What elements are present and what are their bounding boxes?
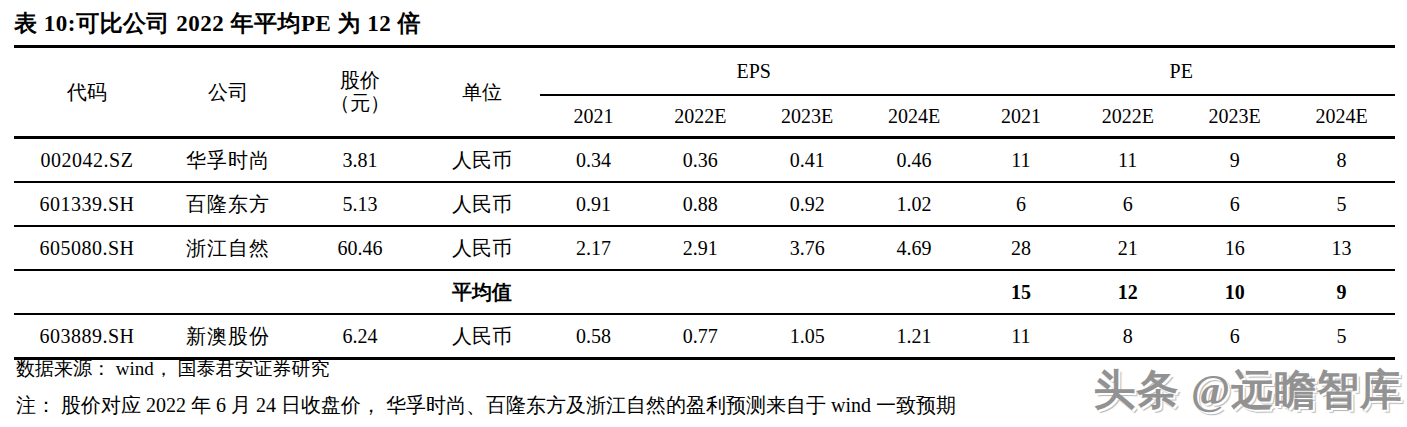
cell-price: 3.81: [296, 138, 424, 183]
cell-pe-2024e: 13: [1288, 226, 1395, 270]
header-price-line1: 股价: [296, 69, 424, 92]
cell-pe-2024e: 5: [1288, 182, 1395, 226]
data-source-note: 数据来源： wind， 国泰君安证券研究: [16, 356, 330, 382]
cell-eps-2022e: [647, 270, 754, 314]
cell-eps-2023e: [754, 270, 861, 314]
header-pe-2021: 2021: [967, 95, 1074, 138]
cell-company: 浙江自然: [160, 226, 296, 270]
cell-eps-2023e: 1.05: [754, 314, 861, 359]
cell-pe-2023e: 10: [1181, 270, 1288, 314]
cell-pe-2023e: 6: [1181, 182, 1288, 226]
header-pe-2023e: 2023E: [1181, 95, 1288, 138]
cell-unit: 人民币: [424, 314, 540, 359]
cell-pe-2023e: 16: [1181, 226, 1288, 270]
cell-price: [296, 270, 424, 314]
header-group-eps: EPS: [540, 47, 968, 96]
cell-pe-2022e: 6: [1074, 182, 1181, 226]
cell-eps-2021: 0.58: [540, 314, 647, 359]
cell-unit: 人民币: [424, 226, 540, 270]
cell-pe-2022e: 11: [1074, 138, 1181, 183]
cell-pe-2022e: 21: [1074, 226, 1181, 270]
table-row-bailong: 601339.SH 百隆东方 5.13 人民币 0.91 0.88 0.92 1…: [14, 182, 1395, 226]
cell-code: 603889.SH: [14, 314, 160, 359]
cell-pe-2022e: 8: [1074, 314, 1181, 359]
cell-eps-2024e: 1.02: [861, 182, 968, 226]
cell-pe-2021: 11: [967, 138, 1074, 183]
cell-pe-2021: 28: [967, 226, 1074, 270]
cell-eps-2024e: 4.69: [861, 226, 968, 270]
cell-eps-2022e: 2.91: [647, 226, 754, 270]
cell-eps-2022e: 0.36: [647, 138, 754, 183]
header-row-groups: 代码 公司 股价 （元） 单位 EPS PE: [14, 47, 1395, 96]
cell-pe-2022e: 12: [1074, 270, 1181, 314]
table-row-xinao: 603889.SH 新澳股份 6.24 人民币 0.58 0.77 1.05 1…: [14, 314, 1395, 359]
cell-eps-2023e: 0.92: [754, 182, 861, 226]
header-eps-2022e: 2022E: [647, 95, 754, 138]
cell-company: 百隆东方: [160, 182, 296, 226]
cell-company: 华孚时尚: [160, 138, 296, 183]
cell-eps-2021: 0.91: [540, 182, 647, 226]
header-price-line2: （元）: [296, 92, 424, 115]
cell-unit: 人民币: [424, 182, 540, 226]
cell-eps-2024e: 1.21: [861, 314, 968, 359]
header-company: 公司: [160, 47, 296, 138]
header-code: 代码: [14, 47, 160, 138]
header-group-pe: PE: [967, 47, 1395, 96]
cell-pe-2021: 6: [967, 182, 1074, 226]
cell-eps-2023e: 0.41: [754, 138, 861, 183]
cell-pe-2021: 11: [967, 314, 1074, 359]
header-eps-2024e: 2024E: [861, 95, 968, 138]
cell-eps-2021: 0.34: [540, 138, 647, 183]
cell-pe-2024e: 5: [1288, 314, 1395, 359]
header-eps-2021: 2021: [540, 95, 647, 138]
table-row-zhejiang: 605080.SH 浙江自然 60.46 人民币 2.17 2.91 3.76 …: [14, 226, 1395, 270]
table-row-huafu: 002042.SZ 华孚时尚 3.81 人民币 0.34 0.36 0.41 0…: [14, 138, 1395, 183]
cell-eps-2021: 2.17: [540, 226, 647, 270]
cell-pe-2023e: 6: [1181, 314, 1288, 359]
header-unit: 单位: [424, 47, 540, 138]
cell-price: 60.46: [296, 226, 424, 270]
report-page: 表 10:可比公司 2022 年平均PE 为 12 倍 代码 公司 股价 （元）…: [0, 0, 1407, 427]
cell-company: [160, 270, 296, 314]
header-price: 股价 （元）: [296, 47, 424, 138]
header-pe-2024e: 2024E: [1288, 95, 1395, 138]
cell-eps-2024e: [861, 270, 968, 314]
cell-eps-2021: [540, 270, 647, 314]
comparable-companies-table: 代码 公司 股价 （元） 单位 EPS PE 2021 2022E 2023E …: [14, 45, 1395, 360]
cell-code: 605080.SH: [14, 226, 160, 270]
cell-pe-2024e: 9: [1288, 270, 1395, 314]
cell-price: 5.13: [296, 182, 424, 226]
table-title: 表 10:可比公司 2022 年平均PE 为 12 倍: [14, 8, 421, 39]
cell-eps-2023e: 3.76: [754, 226, 861, 270]
cell-code: [14, 270, 160, 314]
table-row-average: 平均值 15 12 10 9: [14, 270, 1395, 314]
cell-eps-2024e: 0.46: [861, 138, 968, 183]
average-label: 平均值: [424, 270, 540, 314]
cell-pe-2024e: 8: [1288, 138, 1395, 183]
footnote: 注： 股价对应 2022 年 6 月 24 日收盘价， 华孚时尚、百隆东方及浙江…: [16, 392, 956, 419]
cell-company: 新澳股份: [160, 314, 296, 359]
cell-code: 002042.SZ: [14, 138, 160, 183]
cell-pe-2021: 15: [967, 270, 1074, 314]
cell-code: 601339.SH: [14, 182, 160, 226]
header-pe-2022e: 2022E: [1074, 95, 1181, 138]
cell-unit: 人民币: [424, 138, 540, 183]
header-eps-2023e: 2023E: [754, 95, 861, 138]
watermark-toutiao-yuanzhan: 头条 @远瞻智库: [1093, 362, 1403, 418]
cell-pe-2023e: 9: [1181, 138, 1288, 183]
cell-eps-2022e: 0.88: [647, 182, 754, 226]
cell-eps-2022e: 0.77: [647, 314, 754, 359]
cell-price: 6.24: [296, 314, 424, 359]
